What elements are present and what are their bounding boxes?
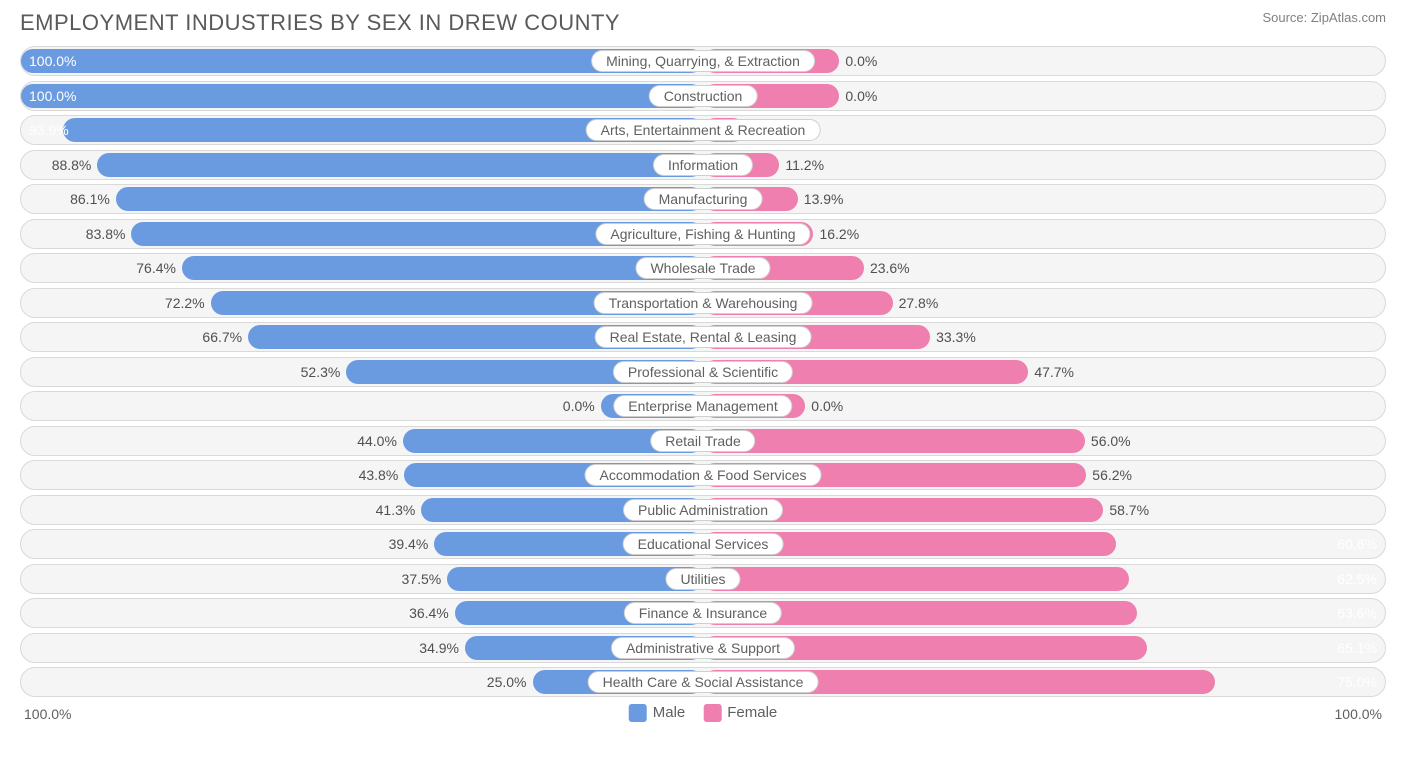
male-pct-label: 34.9% <box>419 640 459 656</box>
industry-pill: Educational Services <box>623 533 784 555</box>
female-pct-label: 62.5% <box>1337 571 1377 587</box>
female-pct-label: 0.0% <box>811 398 843 414</box>
female-pct-label: 23.6% <box>870 260 910 276</box>
female-pct-label: 0.0% <box>845 88 877 104</box>
male-bar <box>97 153 703 177</box>
female-pct-label: 47.7% <box>1034 364 1074 380</box>
male-pct-label: 36.4% <box>409 605 449 621</box>
bar-row: 93.9%6.2%Arts, Entertainment & Recreatio… <box>20 115 1386 145</box>
male-pct-label: 100.0% <box>29 88 76 104</box>
female-pct-label: 58.7% <box>1109 502 1149 518</box>
male-pct-label: 52.3% <box>301 364 341 380</box>
bar-row: 72.2% 27.8% Transportation & Warehousing <box>20 288 1386 318</box>
axis-row: 100.0% Male Female 100.0% <box>20 702 1386 730</box>
axis-right-100: 100.0% <box>1335 706 1382 722</box>
legend-male: Male <box>629 704 686 722</box>
axis-left-100: 100.0% <box>24 706 71 722</box>
male-pct-label: 86.1% <box>70 191 110 207</box>
diverging-bar-chart: 100.0% 0.0% Mining, Quarrying, & Extractio… <box>20 46 1386 697</box>
bar-row: 43.8% 56.2% Accommodation & Food Services <box>20 460 1386 490</box>
industry-pill: Public Administration <box>623 499 783 521</box>
female-pct-label: 56.2% <box>1092 467 1132 483</box>
chart-title: EMPLOYMENT INDUSTRIES BY SEX IN DREW COU… <box>20 10 620 36</box>
bar-row: 39.4% 60.6% Educational Services <box>20 529 1386 559</box>
industry-pill: Finance & Insurance <box>624 602 782 624</box>
industry-pill: Professional & Scientific <box>613 361 793 383</box>
industry-pill: Agriculture, Fishing & Hunting <box>595 223 810 245</box>
bar-row: 44.0% 56.0% Retail Trade <box>20 426 1386 456</box>
industry-pill: Real Estate, Rental & Leasing <box>595 326 812 348</box>
female-pct-label: 16.2% <box>819 226 859 242</box>
industry-pill: Manufacturing <box>644 188 763 210</box>
legend: Male Female <box>629 704 778 722</box>
bar-row: 100.0% 0.0% Mining, Quarrying, & Extractio… <box>20 46 1386 76</box>
source-label: Source: ZipAtlas.com <box>1262 10 1386 25</box>
industry-pill: Construction <box>649 85 758 107</box>
legend-female: Female <box>703 704 777 722</box>
male-pct-label: 39.4% <box>389 536 429 552</box>
male-bar <box>116 187 703 211</box>
bar-row: 66.7% 33.3% Real Estate, Rental & Leasing <box>20 322 1386 352</box>
bar-row: 83.8% 16.2% Agriculture, Fishing & Hunting <box>20 219 1386 249</box>
bar-row: 76.4% 23.6% Wholesale Trade <box>20 253 1386 283</box>
industry-pill: Health Care & Social Assistance <box>588 671 819 693</box>
male-pct-label: 43.8% <box>359 467 399 483</box>
female-pct-label: 60.6% <box>1337 536 1377 552</box>
industry-pill: Administrative & Support <box>611 637 795 659</box>
female-pct-label: 65.1% <box>1337 640 1377 656</box>
bar-row: 86.1% 13.9% Manufacturing <box>20 184 1386 214</box>
industry-pill: Retail Trade <box>650 430 755 452</box>
bar-row: 41.3% 58.7% Public Administration <box>20 495 1386 525</box>
industry-pill: Enterprise Management <box>613 395 792 417</box>
male-pct-label: 0.0% <box>563 398 595 414</box>
bar-row: 36.4% 63.6% Finance & Insurance <box>20 598 1386 628</box>
female-bar <box>703 567 1129 591</box>
female-pct-label: 56.0% <box>1091 433 1131 449</box>
male-pct-label: 44.0% <box>357 433 397 449</box>
bar-row: 52.3% 47.7% Professional & Scientific <box>20 357 1386 387</box>
industry-pill: Accommodation & Food Services <box>585 464 822 486</box>
male-pct-label: 76.4% <box>136 260 176 276</box>
female-bar <box>703 429 1085 453</box>
female-pct-label: 13.9% <box>804 191 844 207</box>
male-pct-label: 37.5% <box>402 571 442 587</box>
industry-pill: Arts, Entertainment & Recreation <box>586 119 821 141</box>
female-pct-label: 63.6% <box>1337 605 1377 621</box>
male-bar <box>182 256 703 280</box>
bar-row: 34.9% 65.1% Administrative & Support <box>20 633 1386 663</box>
male-bar <box>21 84 703 108</box>
male-pct-label: 100.0% <box>29 53 76 69</box>
industry-pill: Transportation & Warehousing <box>594 292 813 314</box>
male-pct-label: 41.3% <box>376 502 416 518</box>
bar-row: 25.0% 75.0% Health Care & Social Assistanc… <box>20 667 1386 697</box>
female-pct-label: 0.0% <box>845 53 877 69</box>
male-pct-label: 88.8% <box>52 157 92 173</box>
male-pct-label: 72.2% <box>165 295 205 311</box>
male-pct-label: 66.7% <box>202 329 242 345</box>
industry-pill: Wholesale Trade <box>635 257 770 279</box>
bar-row: 37.5% 62.5% Utilities <box>20 564 1386 594</box>
female-pct-label: 11.2% <box>785 157 824 173</box>
bar-row: 0.0% 0.0% Enterprise Management <box>20 391 1386 421</box>
industry-pill: Utilities <box>665 568 740 590</box>
female-pct-label: 75.0% <box>1337 674 1377 690</box>
female-pct-label: 33.3% <box>936 329 976 345</box>
industry-pill: Information <box>653 154 753 176</box>
male-pct-label: 25.0% <box>487 674 527 690</box>
bar-row: 88.8% 11.2% Information <box>20 150 1386 180</box>
female-pct-label: 27.8% <box>899 295 939 311</box>
male-pct-label: 93.9% <box>29 122 69 138</box>
bar-row: 100.0% 0.0% Construction <box>20 81 1386 111</box>
male-pct-label: 83.8% <box>86 226 126 242</box>
industry-pill: Mining, Quarrying, & Extraction <box>591 50 815 72</box>
